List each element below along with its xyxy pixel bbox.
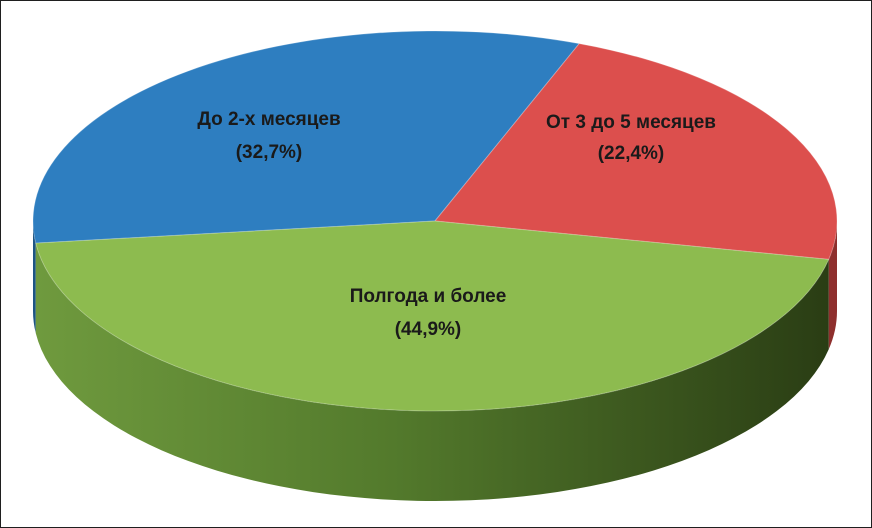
slice-2 bbox=[35, 220, 830, 412]
slice-pct-1: (22,4%) bbox=[598, 143, 665, 164]
slice-1 bbox=[434, 43, 838, 260]
slice-label-0: До 2-х месяцев bbox=[197, 109, 340, 130]
slice-side-0 bbox=[33, 221, 36, 334]
slice-pct-2: (44,9%) bbox=[395, 319, 462, 340]
slice-label-1: От 3 до 5 месяцев bbox=[546, 112, 716, 133]
slice-side-1 bbox=[828, 221, 837, 350]
slice-label-2: Полгода и более bbox=[350, 286, 507, 307]
slice-side-2 bbox=[35, 243, 829, 502]
slice-pct-0: (32,7%) bbox=[236, 142, 303, 163]
slice-0 bbox=[32, 30, 581, 244]
